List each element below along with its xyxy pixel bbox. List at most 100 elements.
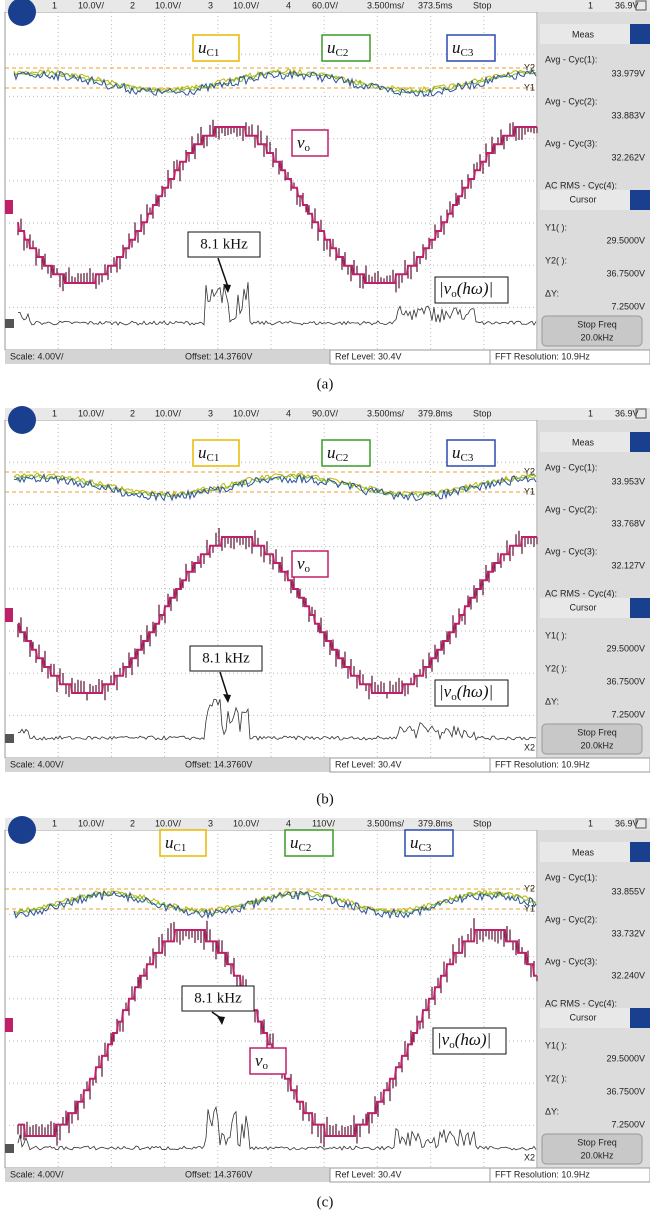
- cursor-label: Y1( ):: [545, 222, 567, 232]
- scope-panel: 110.0V/210.0V/310.0V/460.0V/3.500ms/373.…: [5, 0, 650, 364]
- cursor-icon: [630, 1008, 650, 1028]
- cursor-label: ΔY:: [545, 288, 559, 298]
- header-text: Stop: [473, 408, 492, 418]
- meas-icon: [630, 432, 650, 452]
- meas-value: 33.883V: [611, 110, 645, 120]
- meas-value: 33.979V: [611, 68, 645, 78]
- math-symbol: u: [327, 443, 336, 462]
- marker-x2: X2: [524, 742, 535, 752]
- header-text: 373.5ms: [418, 0, 453, 10]
- meas-label: Avg - Cyc(3):: [545, 956, 597, 966]
- header-text: 90.0V/: [312, 408, 339, 418]
- math-symbol: u: [198, 38, 207, 57]
- math-suffix: (hω)|: [457, 279, 494, 298]
- math-subscript: C2: [336, 452, 349, 464]
- footer-ref: Ref Level: 30.4V: [335, 759, 402, 769]
- footer-fft: FFT Resolution: 10.9Hz: [495, 759, 590, 769]
- marker-y2: Y2: [524, 466, 535, 476]
- ch-marker: [5, 200, 13, 214]
- button-value: 20.0kHz: [580, 332, 614, 342]
- meas-value: 33.855V: [611, 886, 645, 896]
- ch-marker: [5, 319, 14, 328]
- button-label: Stop Freq: [577, 727, 617, 737]
- header-text: 2: [130, 818, 135, 828]
- header-text: 10.0V/: [78, 818, 105, 828]
- button-value: 20.0kHz: [580, 740, 614, 750]
- meas-icon: [630, 842, 650, 862]
- marker-x2: X2: [524, 1152, 535, 1162]
- footer-offset: Offset: 14.3760V: [185, 351, 252, 361]
- footer-ref: Ref Level: 30.4V: [335, 351, 402, 361]
- meas-title: Meas: [572, 29, 595, 39]
- math-subscript: C3: [419, 842, 432, 854]
- cursor-title: Cursor: [569, 194, 596, 204]
- math-symbol: u: [290, 833, 299, 852]
- footer-fft: FFT Resolution: 10.9Hz: [495, 351, 590, 361]
- cursor-label: Y1( ):: [545, 1040, 567, 1050]
- math-suffix: (hω)|: [455, 1030, 492, 1049]
- meas-label: Avg - Cyc(1):: [545, 462, 597, 472]
- button-label: Stop Freq: [577, 1137, 617, 1147]
- header-text: 3.500ms/: [367, 408, 405, 418]
- marker-y1: Y1: [524, 903, 535, 913]
- math-prefix: |v: [439, 279, 452, 298]
- footer-ref: Ref Level: 30.4V: [335, 1169, 402, 1179]
- math-symbol: u: [327, 38, 336, 57]
- header-text: 10.0V/: [233, 818, 260, 828]
- cursor-value: 36.7500V: [606, 268, 645, 278]
- header-text: 3: [208, 408, 213, 418]
- cursor-value: 36.7500V: [606, 676, 645, 686]
- button-label: Stop Freq: [577, 319, 617, 329]
- cursor-value: 7.2500V: [611, 1119, 645, 1129]
- math-subscript: o: [263, 1060, 269, 1072]
- cursor-value: 36.7500V: [606, 1086, 645, 1096]
- math-subscript: C3: [461, 47, 474, 59]
- header-text: 10.0V/: [155, 0, 182, 10]
- header-text: 10.0V/: [78, 408, 105, 418]
- scope-panel: 110.0V/210.0V/310.0V/490.0V/3.500ms/379.…: [5, 406, 650, 772]
- button-value: 20.0kHz: [580, 1150, 614, 1160]
- marker-y2: Y2: [524, 62, 535, 72]
- cursor-title: Cursor: [569, 1012, 596, 1022]
- figure: 1 10.0V/2 10.0V/3 10.0V/4 60.0V/3.500ms/373.…: [0, 0, 650, 1215]
- header-text: 60.0V/: [312, 0, 339, 10]
- ch-marker: [5, 608, 13, 622]
- header-text: 3.500ms/: [367, 0, 405, 10]
- cursor-title: Cursor: [569, 602, 596, 612]
- footer-offset: Offset: 14.3760V: [185, 1169, 252, 1179]
- footer-scale: Scale: 4.00V/: [10, 1169, 64, 1179]
- freq-label: 8.1 kHz: [194, 990, 242, 1006]
- meas-label: Avg - Cyc(1):: [545, 872, 597, 882]
- meas-label: Avg - Cyc(2):: [545, 504, 597, 514]
- header-text: 36.9V: [615, 408, 639, 418]
- header-text: 10.0V/: [233, 0, 260, 10]
- meas-label: AC RMS - Cyc(4):: [545, 998, 617, 1008]
- cursor-value: 29.5000V: [606, 643, 645, 653]
- ch-marker: [5, 1144, 14, 1153]
- meas-value: 32.262V: [611, 152, 645, 162]
- math-suffix: (hω)|: [457, 682, 494, 701]
- caption: (c): [317, 1194, 334, 1210]
- header-text: 1: [588, 0, 593, 10]
- meas-label: Avg - Cyc(3):: [545, 138, 597, 148]
- math-subscript: C1: [207, 452, 220, 464]
- freq-label: 8.1 kHz: [202, 650, 250, 666]
- math-subscript: o: [305, 563, 311, 575]
- math-subscript: o: [305, 142, 311, 154]
- math-prefix: |v: [439, 682, 452, 701]
- footer-scale: Scale: 4.00V/: [10, 759, 64, 769]
- cursor-label: Y2( ):: [545, 255, 567, 265]
- math-prefix: |v: [437, 1030, 450, 1049]
- math-symbol: u: [198, 443, 207, 462]
- header-text: 1: [52, 408, 57, 418]
- cursor-label: ΔY:: [545, 1106, 559, 1116]
- header-text: 3.500ms/: [367, 818, 405, 828]
- header-text: 2: [130, 408, 135, 418]
- header-text: Stop: [473, 818, 492, 828]
- meas-icon: [630, 24, 650, 44]
- math-symbol: u: [410, 833, 419, 852]
- meas-value: 33.953V: [611, 476, 645, 486]
- header-text: 36.9V: [615, 0, 639, 10]
- header-text: 4: [286, 408, 291, 418]
- header-text: 1: [588, 818, 593, 828]
